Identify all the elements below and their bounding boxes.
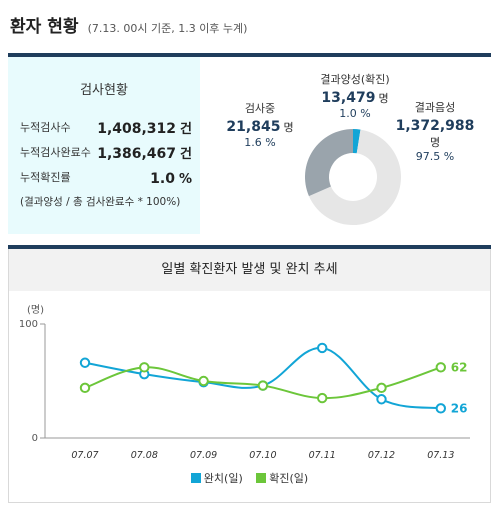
data-point-recovered [317,342,328,354]
page-subtitle: (7.13. 00시 기준, 1.3 이후 누계) [87,22,248,35]
x-tick-label: 07.11 [309,450,336,461]
x-tick-label: 07.12 [368,450,395,461]
data-point-confirmed [435,362,446,373]
donut-chart [305,129,401,225]
y-axis-unit-label: (명) [27,304,44,316]
legend-swatch [256,473,267,483]
page-header: 환자 현황 (7.13. 00시 기준, 1.3 이후 누계) [10,12,248,37]
data-point-confirmed [257,380,269,391]
stat-label: 누적검사완료수 [20,146,91,159]
series-line-recovered [84,346,441,410]
data-point-recovered [79,357,91,368]
data-point-confirmed [376,382,387,394]
x-tick-label: 07.08 [131,450,158,461]
stat-value: 1.0% [150,171,192,187]
legend-swatch [190,473,201,483]
x-tick-label: 07.10 [249,450,276,461]
data-point-confirmed [79,382,91,394]
donut-label-negative: 결과음성 1,372,988 명 97.5 % [395,101,475,163]
data-point-confirmed [317,392,328,404]
chart-legend: 완치(일) 확진(일) [0,470,499,486]
stat-row-total-tests: 누적검사수 1,408,312 건 [20,117,192,137]
donut-chart-area: 결과양성(확진) 13,479 명 1.0 % 검사중 21,845 명 1.6 %… [200,57,491,234]
stat-label: 누적검사수 [20,121,71,134]
y-tick-label: 100 [19,319,38,330]
donut-slice-testing [305,129,353,197]
stat-row-positive-rate: 누적확진률 1.0% [20,167,192,187]
data-point-recovered [376,394,387,405]
stat-value: 1,386,467 건 [97,146,192,162]
test-stats-title: 검사현황 [80,83,128,98]
data-point-recovered [435,403,446,414]
test-status-panel: 검사현황 누적검사수 1,408,312 건 누적검사완료수 1,386,467 건… [8,57,491,234]
donut-slice-positive [353,129,361,154]
trend-accent-bar [8,245,491,249]
stat-value: 1,408,312 건 [97,121,192,137]
test-stats-box: 검사현황 누적검사수 1,408,312 건 누적검사완료수 1,386,467 건… [8,57,200,234]
page-title: 환자 현황 [10,17,79,37]
donut-label-testing: 검사중 21,845 명 1.6 % [226,102,294,149]
x-tick-label: 07.13 [427,450,454,461]
stat-label: 누적확진률 [20,171,71,184]
x-tick-label: 07.09 [190,450,217,461]
trend-panel: 일별 확진환자 발생 및 완치 추세 [8,245,491,503]
donut-label-positive: 결과양성(확진) 13,479 명 1.0 % [320,73,390,120]
end-value-label-confirmed: 62 [451,360,468,374]
end-value-label-recovered: 26 [451,401,468,415]
positive-rate-note: (결과양성 / 총 검사완료수 * 100%) [20,196,181,208]
data-point-confirmed [198,375,209,387]
x-tick-label: 07.07 [71,450,98,461]
y-tick-label: 0 [32,433,38,444]
top-accent-bar [8,53,491,57]
legend-item-recovered[interactable]: 완치(일) [190,470,243,486]
data-point-confirmed [139,362,150,373]
donut-slice-negative [308,129,401,225]
legend-item-confirmed[interactable]: 확진(일) [256,470,308,486]
stat-row-completed-tests: 누적검사완료수 1,386,467 건 [20,142,192,162]
trend-title: 일별 확진환자 발생 및 완치 추세 [9,249,490,291]
